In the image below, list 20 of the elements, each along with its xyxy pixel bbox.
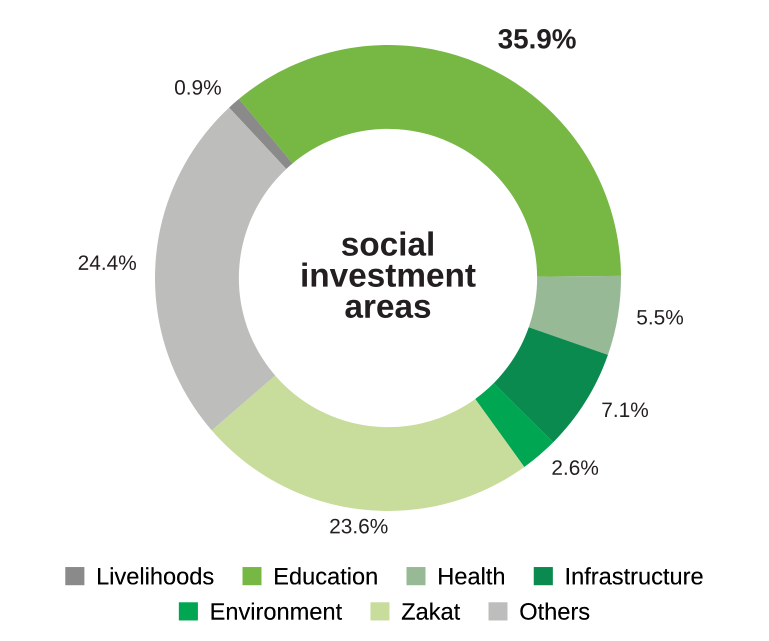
legend-label: Livelihoods (98, 567, 214, 585)
legend-label: Zakat (402, 602, 460, 620)
data-label: 0.9% (174, 80, 221, 95)
legend-label: Health (439, 567, 504, 585)
donut-slice (155, 108, 286, 430)
donut-slice (528, 276, 621, 355)
data-label: 2.6% (552, 460, 598, 475)
legend-label: Environment (212, 602, 342, 620)
data-label: 24.4% (78, 255, 136, 270)
donut-slice (229, 98, 293, 169)
data-label: 23.6% (330, 518, 388, 534)
data-label: 7.1% (602, 402, 648, 418)
text: social investment areas (302, 231, 476, 318)
donut-slice (475, 383, 554, 467)
data-label: 35.9% (498, 29, 576, 49)
data-label: 5.5% (637, 310, 684, 325)
legend-label: Infrastructure (566, 567, 703, 585)
legend-label: Others (520, 602, 590, 620)
donut-slice (212, 376, 524, 511)
legend-label: Education (275, 567, 377, 585)
